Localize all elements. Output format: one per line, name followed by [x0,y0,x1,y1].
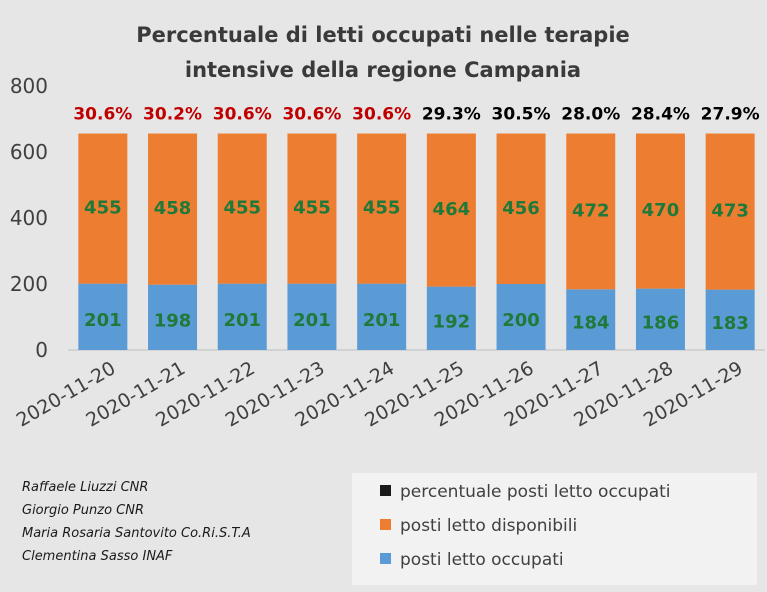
credits-block: Raffaele Liuzzi CNR Giorgio Punzo CNR Ma… [22,480,251,564]
value-label-disponibili: 473 [711,201,749,222]
legend-label-occupati: posti letto occupati [400,550,564,570]
bar-disponibili [217,133,267,284]
bar-disponibili [287,133,337,284]
y-tick-label: 200 [10,272,48,296]
percent-label: 30.5% [492,105,551,125]
bar-occupati [566,289,616,350]
bar-disponibili [496,133,546,284]
value-label-occupati: 192 [433,311,471,332]
bar-disponibili [635,133,685,289]
legend-label-disponibili: posti letto disponibili [400,516,577,536]
legend-swatch-percent [380,485,391,496]
credit-line: Clementina Sasso INAF [22,549,173,564]
percent-label: 28.0% [561,105,620,125]
chart-title-line-2: intensive della regione Campania [185,58,581,82]
bar-disponibili [426,133,476,287]
y-tick-label: 600 [10,140,48,164]
legend: percentuale posti letto occupati posti l… [352,473,757,585]
y-tick-label: 800 [10,74,48,98]
percent-label: 30.2% [143,105,202,125]
bar-occupati [78,283,128,350]
bar-occupati [705,289,755,350]
percent-label: 29.3% [422,105,481,125]
bar-occupati [217,283,267,350]
value-label-occupati: 201 [223,310,261,331]
y-tick-label: 400 [10,206,48,230]
credit-line: Raffaele Liuzzi CNR [22,480,148,495]
bar-occupati [496,284,546,350]
bar-disponibili [148,133,198,285]
bar-occupati [148,284,198,350]
percent-label: 27.9% [701,105,760,125]
value-label-disponibili: 455 [293,198,331,219]
value-label-disponibili: 470 [642,200,680,221]
bar-disponibili [357,133,407,284]
value-label-occupati: 198 [154,310,192,331]
percent-label: 30.6% [282,105,341,125]
value-label-occupati: 183 [711,313,749,334]
legend-background [352,473,757,585]
legend-swatch-occupati [380,553,391,564]
value-label-occupati: 186 [642,312,680,333]
credit-line: Maria Rosaria Santovito Co.Ri.S.T.A [22,526,251,541]
value-label-disponibili: 458 [154,198,192,219]
value-label-disponibili: 464 [433,199,471,220]
plot-area: 020040060080020145530.6%2020-11-20198458… [10,74,765,432]
value-label-occupati: 201 [363,310,401,331]
percent-label: 28.4% [631,105,690,125]
credit-line: Giorgio Punzo CNR [22,503,144,518]
value-label-occupati: 201 [84,310,122,331]
y-tick-label: 0 [35,338,48,362]
value-label-occupati: 184 [572,313,610,334]
value-label-disponibili: 456 [502,198,540,219]
legend-label-percent: percentuale posti letto occupati [400,482,671,502]
chart-title-line-1: Percentuale di letti occupati nelle tera… [136,23,630,47]
bar-disponibili [78,133,128,284]
legend-swatch-disponibili [380,519,391,530]
percent-label: 30.6% [73,105,132,125]
value-label-disponibili: 455 [363,198,401,219]
bar-occupati [635,288,685,350]
percent-label: 30.6% [213,105,272,125]
bar-occupati [287,283,337,350]
value-label-disponibili: 472 [572,200,610,221]
bar-occupati [426,286,476,350]
bar-disponibili [566,133,616,290]
value-label-disponibili: 455 [84,198,122,219]
bar-occupati [357,283,407,350]
value-label-occupati: 200 [502,310,540,331]
value-label-disponibili: 455 [223,198,261,219]
bar-disponibili [705,133,755,290]
percent-label: 30.6% [352,105,411,125]
value-label-occupati: 201 [293,310,331,331]
